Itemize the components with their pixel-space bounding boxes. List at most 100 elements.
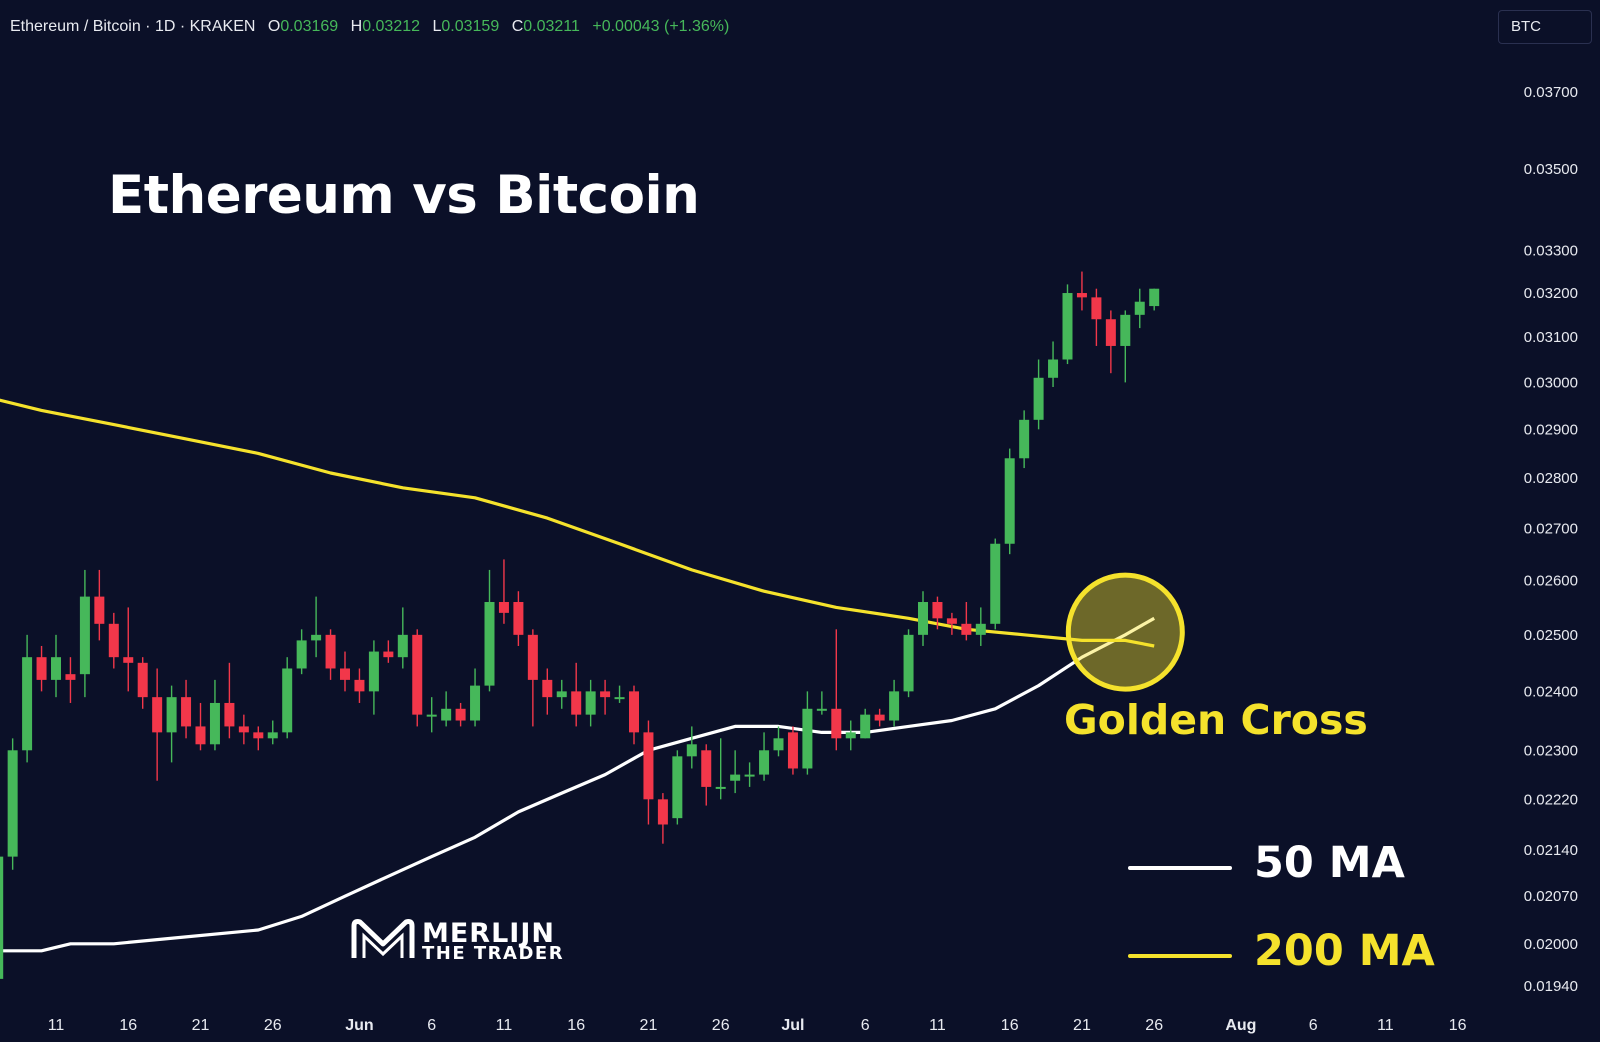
candle-body	[1120, 314, 1131, 346]
candle-down	[961, 602, 972, 641]
time-tick-label: 6	[861, 1017, 870, 1034]
candle-up	[990, 538, 1001, 630]
candle-down	[831, 629, 842, 751]
candle-body	[166, 697, 177, 733]
time-tick-label: 11	[929, 1017, 946, 1034]
price-tick-label: 0.02600	[1524, 573, 1578, 590]
candle-body	[311, 634, 322, 641]
candle-up	[759, 732, 770, 781]
time-tick-label: 21	[192, 1017, 210, 1034]
candle-body	[773, 738, 784, 751]
candle-body	[787, 732, 798, 769]
candle-body	[903, 634, 914, 692]
candle-body	[513, 602, 524, 635]
candle-body	[889, 691, 900, 721]
golden-cross-label: Golden Cross	[1064, 696, 1368, 744]
ma50-line	[0, 616, 1155, 953]
candle-body	[108, 623, 119, 658]
time-tick-label: 6	[1309, 1017, 1318, 1034]
candle-down	[932, 596, 943, 630]
candle-body	[7, 750, 18, 857]
candle-body	[542, 679, 553, 698]
candle-body	[802, 708, 813, 769]
candle-body	[1091, 297, 1102, 320]
candle-body	[195, 726, 206, 745]
price-tick-label: 0.03300	[1524, 242, 1578, 259]
candle-body	[600, 691, 611, 698]
legend-line-50ma	[1128, 866, 1232, 870]
candle-body	[282, 668, 293, 733]
candle-body	[730, 774, 741, 781]
candle-body	[36, 657, 47, 680]
candle-body	[657, 799, 668, 825]
candle-up	[889, 679, 900, 727]
price-tick-label: 0.03700	[1524, 84, 1578, 101]
candle-down	[946, 612, 957, 635]
candle-body	[498, 602, 509, 613]
chart-title: Ethereum vs Bitcoin	[108, 165, 700, 226]
candle-down	[571, 662, 582, 727]
candle-body	[470, 685, 481, 721]
candle-body	[874, 714, 885, 721]
price-tick-label: 0.02800	[1524, 470, 1578, 487]
candle-up	[1033, 359, 1044, 430]
candle-down	[542, 668, 553, 715]
candle-down	[152, 668, 163, 781]
candle-body	[759, 750, 770, 775]
candle-body	[845, 732, 856, 739]
candle-body	[325, 634, 336, 669]
price-tick-label: 0.02500	[1524, 627, 1578, 644]
legend-label-200ma: 200 MA	[1254, 926, 1435, 976]
candle-down	[498, 559, 509, 624]
candle-body	[629, 691, 639, 733]
candle-up	[1048, 341, 1059, 388]
time-tick-label: 21	[1073, 1017, 1091, 1034]
open-label: O	[267, 18, 281, 35]
candle-body	[556, 691, 567, 698]
price-tick-label: 0.02700	[1524, 520, 1578, 537]
candle-up	[441, 691, 452, 727]
candle-body	[744, 774, 755, 777]
candle-down	[224, 662, 235, 739]
candle-up	[166, 685, 177, 763]
price-tick-label: 0.03500	[1524, 161, 1578, 178]
ma200-line	[0, 398, 1155, 648]
close-label: C	[511, 18, 524, 35]
candle-body	[51, 657, 61, 680]
candle-body	[455, 708, 466, 721]
candle-up	[22, 634, 33, 763]
candle-down	[629, 685, 639, 745]
price-tick-label: 0.02400	[1524, 683, 1578, 700]
candle-up	[368, 640, 379, 715]
time-tick-label: 26	[264, 1017, 282, 1034]
candle-up	[744, 762, 755, 787]
candle-body	[932, 602, 943, 619]
candle-body	[368, 651, 379, 692]
candle-body	[94, 596, 105, 624]
watermark-line1: MERLIJN	[422, 918, 555, 949]
candle-down	[874, 708, 885, 727]
candle-body	[701, 750, 712, 787]
time-tick-label: 11	[496, 1017, 513, 1034]
currency-selector[interactable]: BTC	[1498, 10, 1592, 44]
candle-body	[1019, 419, 1030, 459]
candle-down	[412, 629, 423, 727]
candle-body	[79, 596, 90, 675]
candle-body	[1004, 458, 1015, 544]
candle-up	[773, 726, 784, 757]
candle-down	[527, 629, 538, 727]
candle-body	[1149, 288, 1160, 307]
candle-body	[383, 651, 394, 658]
candle-up	[686, 726, 697, 769]
candle-up	[672, 750, 683, 825]
candle-down	[36, 645, 47, 692]
low-value: 0.03159	[441, 18, 500, 35]
candle-body	[1062, 293, 1073, 360]
candle-body	[1105, 319, 1116, 346]
candle-body	[918, 602, 928, 635]
candle-down	[383, 640, 394, 663]
candle-up	[1149, 288, 1160, 311]
candle-up	[975, 607, 986, 646]
open-value: 0.03169	[280, 18, 339, 35]
candle-up	[484, 569, 495, 692]
